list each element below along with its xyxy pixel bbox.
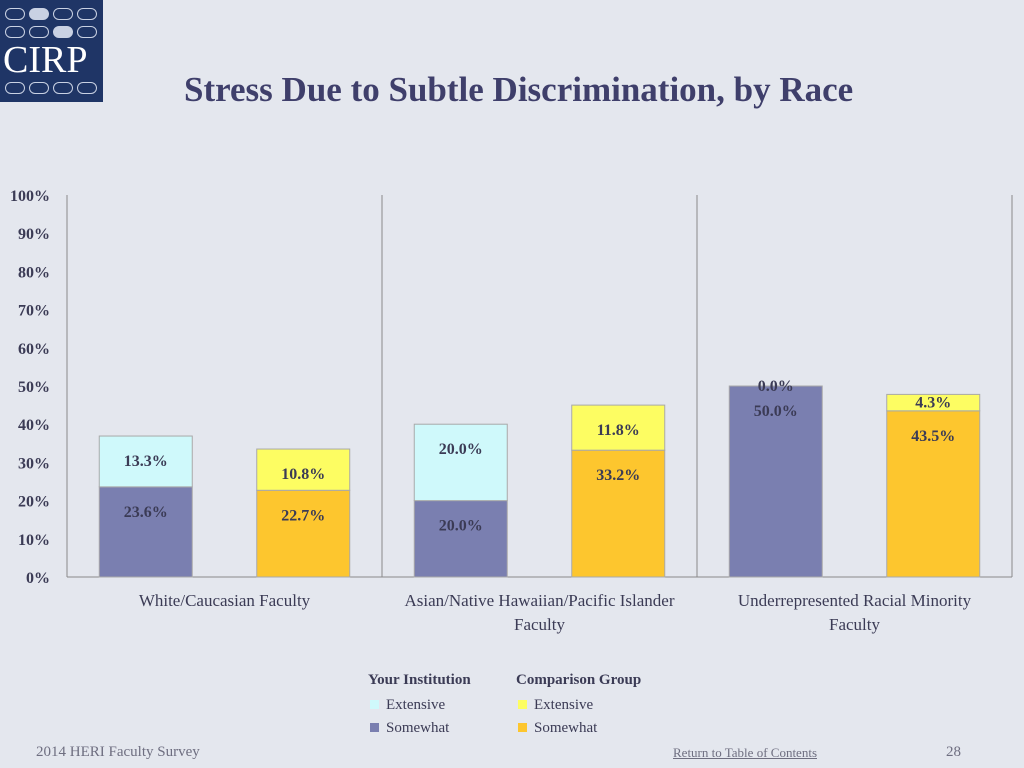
data-label: 50.0%: [754, 403, 798, 420]
legend-item-extensive: Extensive: [368, 694, 471, 717]
y-tick-label: 30%: [18, 455, 50, 472]
y-tick-label: 100%: [10, 188, 50, 205]
legend-comparison-group: Comparison Group Extensive Somewhat: [516, 670, 641, 740]
logo-dot: [5, 8, 25, 20]
logo-dot: [53, 82, 73, 94]
logo-dot: [5, 82, 25, 94]
logo-dot: [29, 82, 49, 94]
y-tick-label: 40%: [18, 417, 50, 434]
logo-dot: [77, 82, 97, 94]
bar-segment: [256, 448, 351, 491]
category-label: Faculty: [514, 615, 565, 634]
data-label: 20.0%: [439, 441, 483, 458]
slide-title: Stress Due to Subtle Discrimination, by …: [184, 70, 854, 109]
logo-dot: [77, 26, 97, 38]
category-label: Faculty: [829, 615, 880, 634]
logo-text: CIRP: [3, 39, 88, 81]
legend-item-somewhat: Somewhat: [368, 717, 471, 740]
stacked-bar-chart: 0% 10% 20% 30% 40% 50% 60% 70% 80% 90% 100% 23.6% 13…: [10, 188, 1013, 634]
legend-title: Comparison Group: [516, 672, 642, 688]
bar-segment: [886, 393, 981, 412]
bar-segment: [98, 435, 193, 488]
y-tick-label: 10%: [18, 532, 50, 549]
table-of-contents-link[interactable]: Return to Table of Contents: [673, 745, 817, 760]
legend-label: Extensive: [386, 697, 446, 713]
bar-segment: [98, 486, 193, 578]
legend-title: Your Institution: [368, 672, 471, 688]
legend-swatch: [518, 723, 527, 732]
logo-dot: [29, 8, 49, 20]
bar-segment: [728, 385, 823, 578]
data-label: 22.7%: [281, 507, 325, 524]
data-label: 10.8%: [281, 466, 325, 483]
category-label: Asian/Native Hawaiian/Pacific Islander: [404, 591, 674, 610]
y-tick-label: 60%: [18, 341, 50, 358]
y-tick-label: 70%: [18, 303, 50, 320]
legend-your-institution: Your Institution Extensive Somewhat: [368, 670, 471, 740]
legend-swatch: [370, 723, 379, 732]
footer-survey-name: 2014 HERI Faculty Survey: [36, 744, 200, 760]
legend-swatch: [518, 700, 527, 709]
logo-dot: [29, 26, 49, 38]
data-label: 23.6%: [124, 504, 168, 521]
data-label: 0.0%: [758, 378, 794, 395]
logo-dot: [53, 8, 73, 20]
bar-segment: [413, 423, 508, 502]
legend-label: Somewhat: [386, 720, 450, 736]
legend-item-somewhat: Somewhat: [516, 717, 641, 740]
y-tick-label: 90%: [18, 226, 50, 243]
legend-label: Extensive: [534, 697, 594, 713]
logo-dot: [77, 8, 97, 20]
y-tick-label: 80%: [18, 264, 50, 281]
data-label: 33.2%: [596, 467, 640, 484]
data-label: 43.5%: [911, 428, 955, 445]
data-label: 4.3%: [915, 395, 951, 412]
data-label: 13.3%: [124, 453, 168, 470]
category-label: White/Caucasian Faculty: [139, 591, 311, 610]
bar-segment: [413, 500, 508, 578]
legend-label: Somewhat: [534, 720, 598, 736]
legend-swatch: [370, 700, 379, 709]
legend-item-extensive: Extensive: [516, 694, 641, 717]
y-tick-label: 20%: [18, 494, 50, 511]
logo-dot: [53, 26, 73, 38]
y-tick-label: 0%: [26, 570, 50, 587]
data-label: 20.0%: [439, 518, 483, 535]
data-label: 11.8%: [597, 422, 640, 439]
logo-dot: [5, 26, 25, 38]
bar-segment: [256, 489, 351, 578]
cirp-logo: CIRP: [0, 0, 103, 102]
page-number: 28: [946, 744, 961, 760]
category-label: Underrepresented Racial Minority: [738, 591, 972, 610]
bar-segment: [571, 404, 666, 451]
y-tick-label: 50%: [18, 379, 50, 396]
